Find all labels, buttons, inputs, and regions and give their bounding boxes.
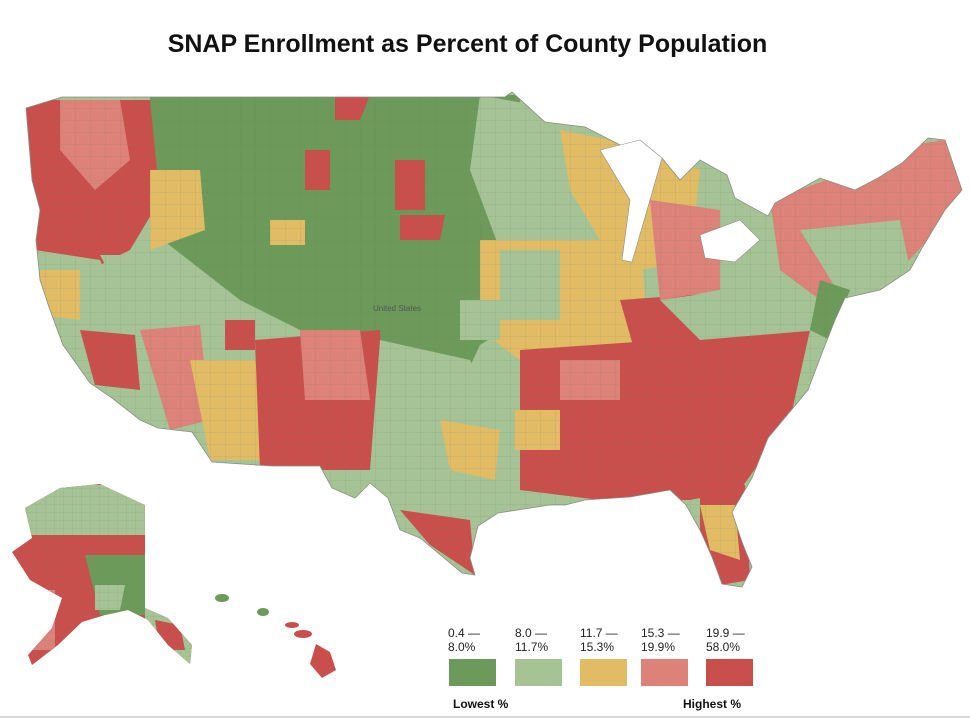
legend-bin-2-range-end: 11.7%: [515, 640, 549, 654]
legend-bin-5-range-end: 58.0%: [706, 640, 741, 654]
legend-swatch-1: [449, 659, 496, 686]
legend-bin-5-range-start: 19.9 —: [706, 626, 745, 640]
country-label: United States: [373, 304, 422, 313]
lake-michigan: [599, 139, 663, 263]
legend-bin-1-label: 0.4 — 8.0%: [448, 626, 508, 654]
legend-bin-3-label: 11.7 — 15.3%: [580, 626, 640, 654]
legend-high-label: Highest %: [683, 697, 742, 711]
legend-swatch-5: [706, 659, 753, 686]
legend-low-label: Lowest %: [453, 697, 509, 711]
bottom-divider: [0, 716, 970, 718]
legend-bin-4-label: 15.3 — 19.9%: [641, 626, 701, 654]
alaska: [12, 484, 192, 665]
legend-bin-5-label: 19.9 — 58.0%: [706, 626, 766, 654]
map-title: SNAP Enrollment as Percent of County Pop…: [167, 30, 768, 58]
legend-swatch-2: [515, 659, 562, 686]
legend-bin-2-label: 8.0 — 11.7%: [515, 626, 575, 654]
legend-bin-3-range-start: 11.7 —: [580, 626, 618, 640]
hawaii: [215, 594, 336, 678]
legend-swatch-4: [641, 659, 688, 686]
legend-bin-2-range-start: 8.0 —: [515, 626, 548, 640]
legend-bin-1-range-end: 8.0%: [448, 640, 476, 654]
legend-swatch-3: [580, 659, 627, 686]
legend-bin-4-range-end: 19.9%: [641, 640, 676, 654]
lake-erie: [699, 219, 761, 263]
us-outline: [25, 91, 963, 588]
legend-bin-4-range-start: 15.3 —: [641, 626, 680, 640]
legend-bin-1-range-start: 0.4 —: [448, 626, 481, 640]
legend-bin-3-range-end: 15.3%: [580, 640, 615, 654]
contiguous-us: [26, 92, 962, 587]
